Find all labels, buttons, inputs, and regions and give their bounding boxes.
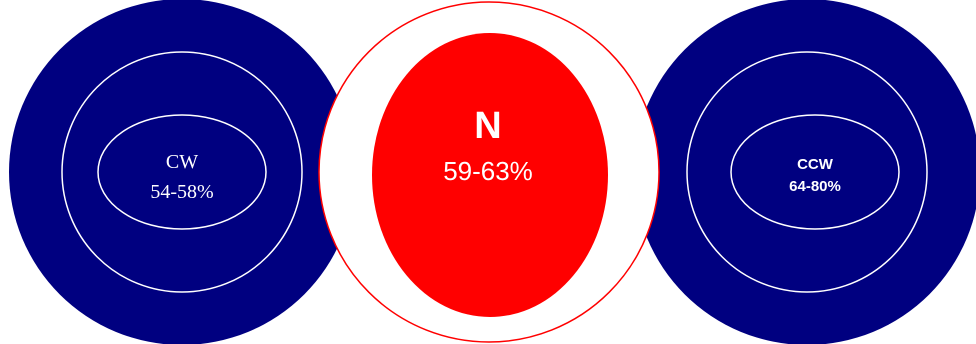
left-inner-ellipse xyxy=(97,114,267,230)
right-middle-ring xyxy=(686,51,928,293)
right-value: 64-80% xyxy=(789,178,841,195)
left-outer-circle xyxy=(9,0,355,344)
left-title: CW xyxy=(166,151,198,173)
right-title: CCW xyxy=(797,156,834,173)
right-inner-ellipse xyxy=(730,114,900,230)
left-middle-ring xyxy=(61,51,303,293)
center-title: N xyxy=(474,105,501,147)
left-value: 54-58% xyxy=(150,181,213,203)
center-value: 59-63% xyxy=(443,156,533,186)
center-red-ellipse xyxy=(372,33,608,317)
